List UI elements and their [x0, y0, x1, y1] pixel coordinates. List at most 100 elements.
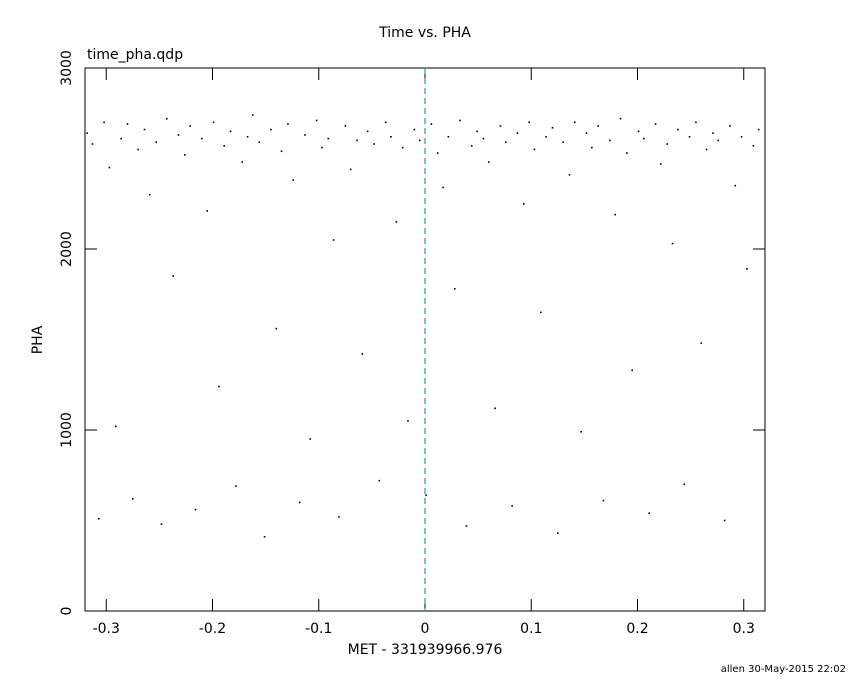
point: [275, 327, 278, 330]
point: [654, 123, 657, 125]
chart-title: Time vs. PHA: [378, 25, 471, 41]
point: [395, 221, 398, 223]
point: [280, 150, 283, 153]
point: [263, 535, 266, 538]
y-tick-label: 1000: [59, 412, 75, 448]
point: [425, 494, 427, 496]
point: [390, 135, 392, 138]
y-tick-label: 2000: [59, 231, 75, 267]
point: [430, 123, 433, 125]
point: [585, 132, 588, 134]
point: [545, 135, 547, 138]
point: [551, 126, 554, 129]
point: [126, 123, 129, 125]
point: [666, 143, 669, 145]
point: [562, 141, 564, 144]
point: [270, 128, 272, 131]
point: [740, 135, 743, 138]
point: [401, 146, 404, 149]
x-tick-label: -0.1: [305, 621, 332, 637]
point: [494, 407, 496, 410]
point: [757, 128, 760, 131]
point: [327, 137, 330, 140]
point: [258, 141, 261, 144]
point: [98, 517, 100, 520]
point: [160, 523, 163, 525]
point: [487, 161, 490, 163]
point: [246, 135, 249, 138]
x-tick-label: -0.2: [199, 621, 226, 637]
point: [677, 128, 679, 131]
point: [705, 148, 708, 151]
point: [366, 130, 369, 133]
point: [683, 483, 686, 486]
point: [356, 139, 358, 142]
point: [223, 145, 225, 147]
point: [132, 497, 134, 500]
footer: allen 30-May-2015 22:02: [721, 664, 846, 675]
point: [700, 342, 703, 344]
point: [177, 134, 180, 136]
point: [206, 210, 208, 212]
point: [528, 121, 530, 124]
point: [361, 353, 364, 355]
x-tick-label: 0.1: [520, 621, 542, 637]
point: [384, 121, 387, 124]
point: [315, 119, 318, 122]
point: [378, 479, 381, 482]
point: [143, 128, 146, 131]
subtitle: time_pha.qdp: [87, 47, 183, 63]
point: [407, 420, 409, 422]
x-tick-label: -0.3: [93, 621, 120, 637]
x-tick-label: 0.2: [626, 621, 648, 637]
point: [447, 135, 450, 138]
point: [482, 137, 485, 140]
point: [115, 425, 117, 428]
y-axis-label: PHA: [30, 325, 46, 354]
point: [218, 385, 220, 388]
point: [436, 152, 439, 154]
point: [149, 193, 151, 196]
point: [499, 125, 502, 127]
point: [349, 168, 352, 171]
point: [194, 508, 197, 511]
point: [631, 369, 633, 372]
x-tick-label: 0: [421, 621, 430, 637]
point: [637, 130, 640, 133]
point: [184, 154, 186, 156]
point: [287, 123, 289, 125]
point: [344, 125, 347, 127]
point: [212, 121, 215, 124]
x-tick-label: 0.3: [733, 621, 755, 637]
point: [413, 128, 416, 131]
point: [516, 132, 519, 134]
point: [298, 501, 301, 504]
point: [459, 119, 461, 122]
point: [172, 275, 174, 277]
point: [746, 268, 748, 270]
point: [609, 139, 611, 142]
point: [241, 161, 244, 163]
y-tick-label: 3000: [59, 50, 75, 86]
point: [91, 143, 94, 145]
point: [533, 148, 536, 151]
y-tick-label: 0: [59, 607, 75, 616]
point: [729, 125, 731, 127]
point: [540, 311, 542, 314]
point: [189, 125, 191, 127]
point: [688, 135, 691, 138]
point: [695, 121, 697, 124]
point: [723, 519, 726, 522]
x-axis-label: MET - 331939966.976: [348, 642, 503, 658]
point: [580, 431, 582, 433]
point: [309, 438, 312, 440]
point: [602, 499, 605, 502]
point: [671, 242, 674, 245]
point: [418, 139, 421, 142]
point: [338, 516, 340, 518]
point: [229, 130, 232, 133]
point: [103, 121, 105, 124]
point: [108, 166, 111, 169]
point: [155, 141, 157, 144]
point: [619, 117, 622, 120]
